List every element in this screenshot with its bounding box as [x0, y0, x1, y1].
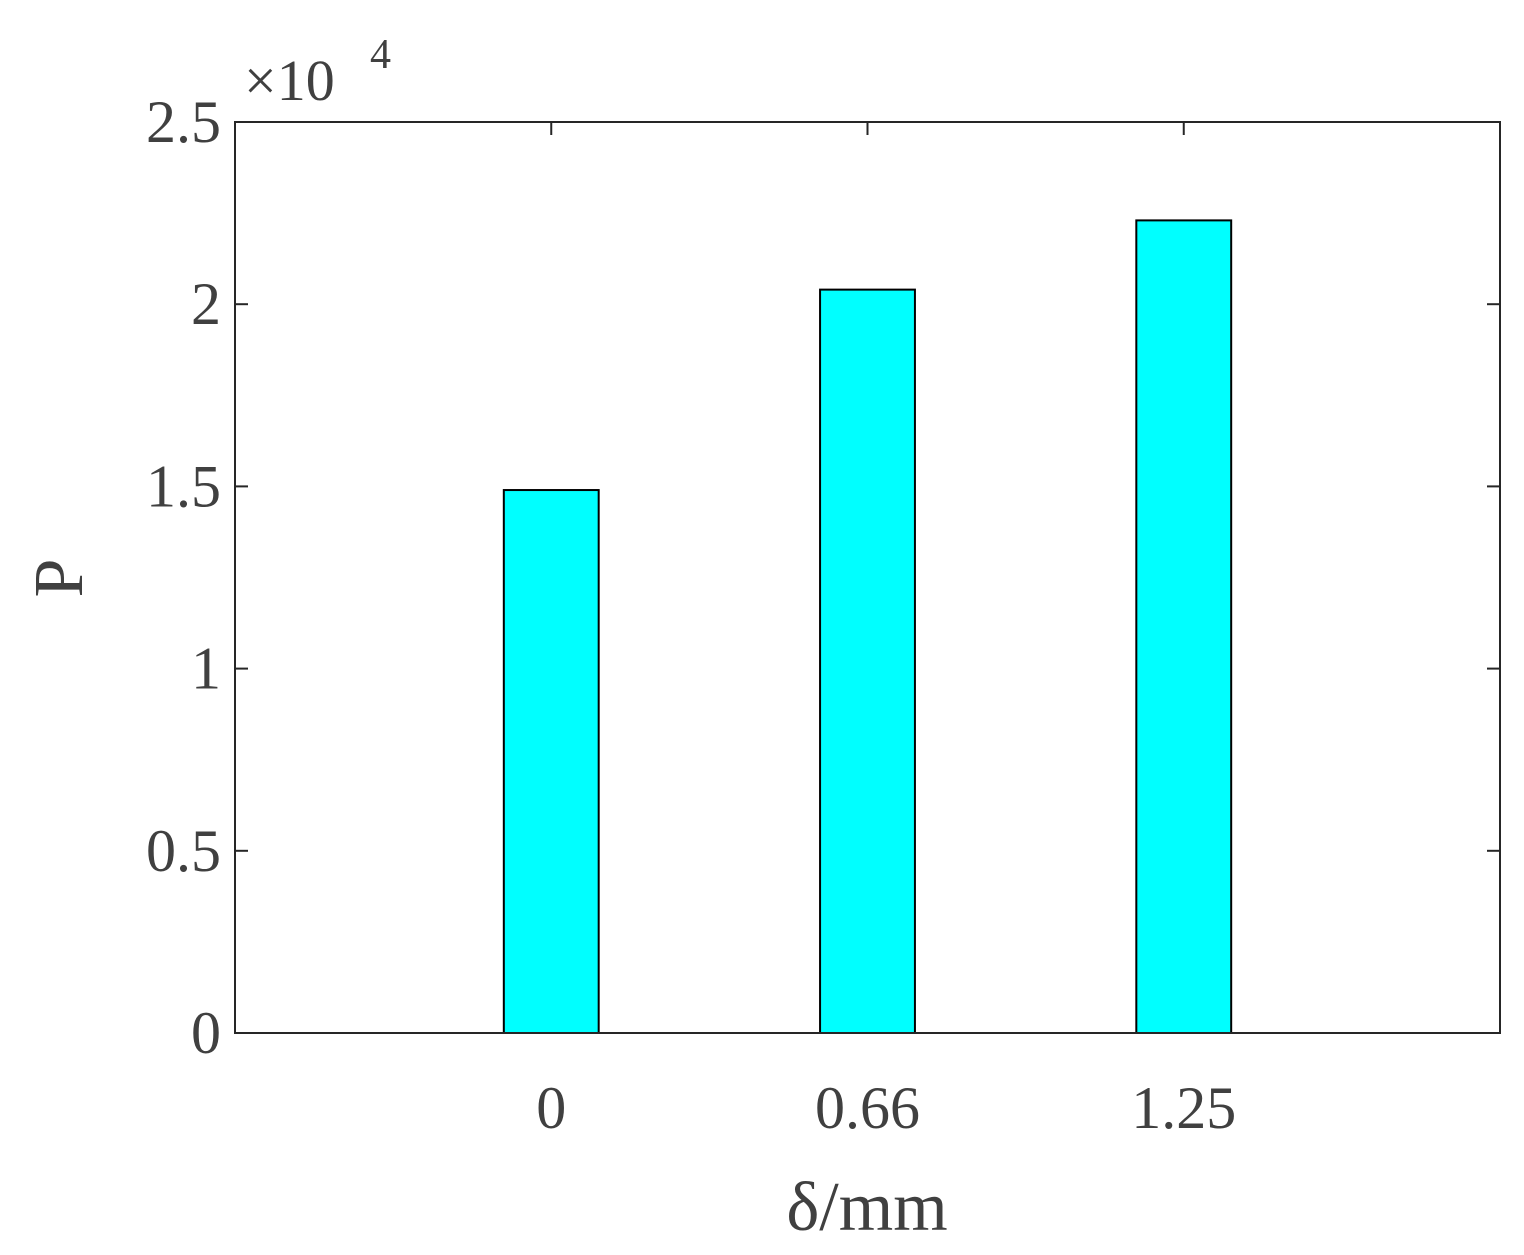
x-tick-label: 0.66: [815, 1075, 920, 1141]
bar: [819, 288, 916, 1034]
x-axis-label: δ/mm: [786, 1169, 947, 1246]
bar: [502, 489, 600, 1034]
y-multiplier-base: ×10: [244, 48, 335, 113]
bar: [1135, 219, 1233, 1034]
y-tick-label: 2.5: [146, 89, 221, 155]
y-tick-label: 0.5: [146, 818, 221, 884]
x-tick-label: 1.25: [1131, 1075, 1236, 1141]
y-tick-label: 1.5: [146, 453, 221, 519]
x-tick-label: 0: [536, 1075, 566, 1141]
y-tick-label: 2: [191, 271, 221, 337]
y-tick-label: 1: [191, 636, 221, 702]
y-tick-label: 0: [191, 1000, 221, 1066]
y-axis-label: P: [21, 559, 98, 598]
axes-box: [234, 121, 1501, 1034]
y-multiplier-exponent: 4: [370, 32, 391, 78]
